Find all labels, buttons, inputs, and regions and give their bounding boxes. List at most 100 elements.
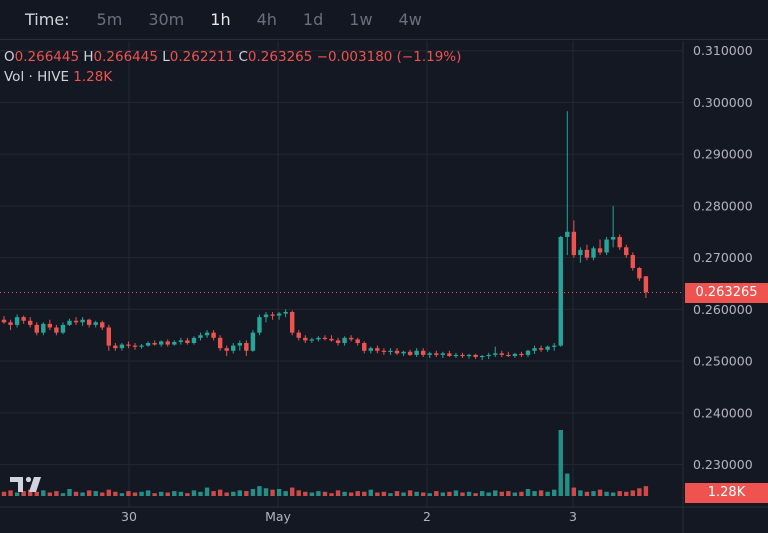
volume-bar: [473, 493, 478, 496]
candle-body: [407, 351, 413, 355]
tradingview-logo-icon[interactable]: [10, 474, 46, 494]
volume-bar: [198, 491, 203, 496]
volume-bar: [466, 491, 472, 496]
volume-bar: [630, 490, 635, 496]
timeframe-4h[interactable]: 4h: [256, 10, 277, 29]
candle-body: [401, 351, 406, 354]
volume-bar: [493, 490, 498, 496]
candle-body: [106, 327, 111, 346]
timeframe-4w[interactable]: 4w: [398, 10, 422, 29]
volume-bar: [552, 489, 557, 496]
volume-bar: [316, 491, 321, 496]
candle-body: [617, 236, 622, 248]
timeframe-5m[interactable]: 5m: [96, 10, 123, 29]
volume-bar: [368, 489, 373, 496]
timeframe-30m[interactable]: 30m: [148, 10, 185, 29]
candle-body: [303, 337, 308, 341]
volume-bar: [643, 486, 649, 496]
volume-bar: [355, 491, 360, 496]
last-price-tag: 0.263265: [685, 283, 768, 303]
volume-bar: [407, 490, 413, 496]
candle-body: [185, 340, 190, 344]
timeframe-1d[interactable]: 1d: [302, 10, 324, 29]
candle-body: [394, 350, 400, 354]
candle-body: [283, 311, 288, 314]
volume-bar: [217, 489, 223, 496]
volume-bar: [597, 489, 603, 496]
volume-bar: [276, 488, 282, 496]
time-axis[interactable]: 30 May 2 3: [121, 509, 577, 524]
volume-bar: [244, 491, 249, 496]
volume-bar: [525, 488, 531, 496]
time-tick-label: 3: [569, 509, 577, 524]
timeframe-1h[interactable]: 1h: [210, 10, 231, 29]
price-axis[interactable]: 0.310000 0.300000 0.290000 0.280000 0.270000…: [693, 43, 753, 472]
candle-body: [204, 332, 210, 336]
candle-body: [145, 343, 151, 346]
volume-value: 1.28K: [73, 69, 113, 85]
volume-bar: [237, 490, 242, 496]
volume-bar: [532, 491, 537, 496]
candles: [1, 111, 649, 361]
candle-body: [159, 341, 164, 345]
volume-bar: [28, 489, 33, 496]
candle-body: [263, 314, 269, 318]
time-tick-label: 2: [423, 509, 431, 524]
volume-bar: [41, 490, 46, 496]
volume-bar: [231, 491, 236, 496]
volume-label: Vol · HIVE: [4, 69, 69, 85]
volume-bar: [578, 490, 583, 496]
candle-body: [93, 322, 98, 325]
candle-body: [578, 249, 583, 256]
volume-bar: [113, 491, 118, 496]
ohlc-legend: O0.266445 H0.266445 L0.262211 C0.263265 …: [4, 47, 461, 87]
candle-body: [178, 340, 184, 342]
last-volume-tag: 1.28K: [685, 483, 768, 503]
candle-body: [538, 348, 544, 350]
candle-body: [217, 337, 223, 349]
volume-bar: [100, 492, 105, 496]
volume-bar: [421, 492, 426, 496]
candle-body: [309, 339, 315, 341]
candle-body: [152, 343, 157, 345]
volume-bar: [394, 491, 400, 496]
volume-bar: [427, 493, 432, 496]
volume-bar: [604, 491, 609, 496]
candle-body: [427, 353, 432, 355]
volume-bar: [93, 491, 98, 496]
volume-bar: [8, 490, 13, 496]
volume-bar: [132, 492, 138, 496]
candle-body: [637, 267, 642, 279]
candle-body: [473, 354, 478, 357]
close-value: 0.263265: [247, 49, 313, 65]
ohlc-row: O0.266445 H0.266445 L0.262211 C0.263265 …: [4, 47, 461, 67]
volume-bar: [506, 491, 511, 496]
candle-body: [375, 348, 380, 351]
candle-body: [28, 320, 33, 325]
volume-bar: [106, 489, 111, 496]
volume-bar: [211, 491, 216, 496]
candle-body: [610, 236, 616, 240]
timeframe-1w[interactable]: 1w: [349, 10, 373, 29]
volume-bar: [47, 492, 53, 496]
volume-bar: [172, 491, 177, 496]
volume-bar: [375, 492, 380, 496]
volume-bar: [381, 491, 387, 496]
volume-bar: [204, 487, 210, 496]
candle-body: [119, 344, 125, 349]
volume-bar: [584, 491, 590, 496]
volume-bar: [191, 490, 197, 496]
price-tick-label: 0.260000: [693, 302, 753, 317]
candle-body: [270, 314, 275, 316]
time-tick-label: May: [265, 509, 291, 524]
candle-body: [421, 350, 426, 355]
volume-bar: [479, 491, 485, 496]
candle-body: [113, 345, 118, 349]
candle-body: [381, 350, 387, 352]
volume-bar: [348, 492, 354, 496]
volume-bar: [263, 488, 269, 496]
close-label: C: [238, 49, 248, 65]
volume-bars: [1, 430, 649, 496]
candle-body: [172, 341, 177, 345]
